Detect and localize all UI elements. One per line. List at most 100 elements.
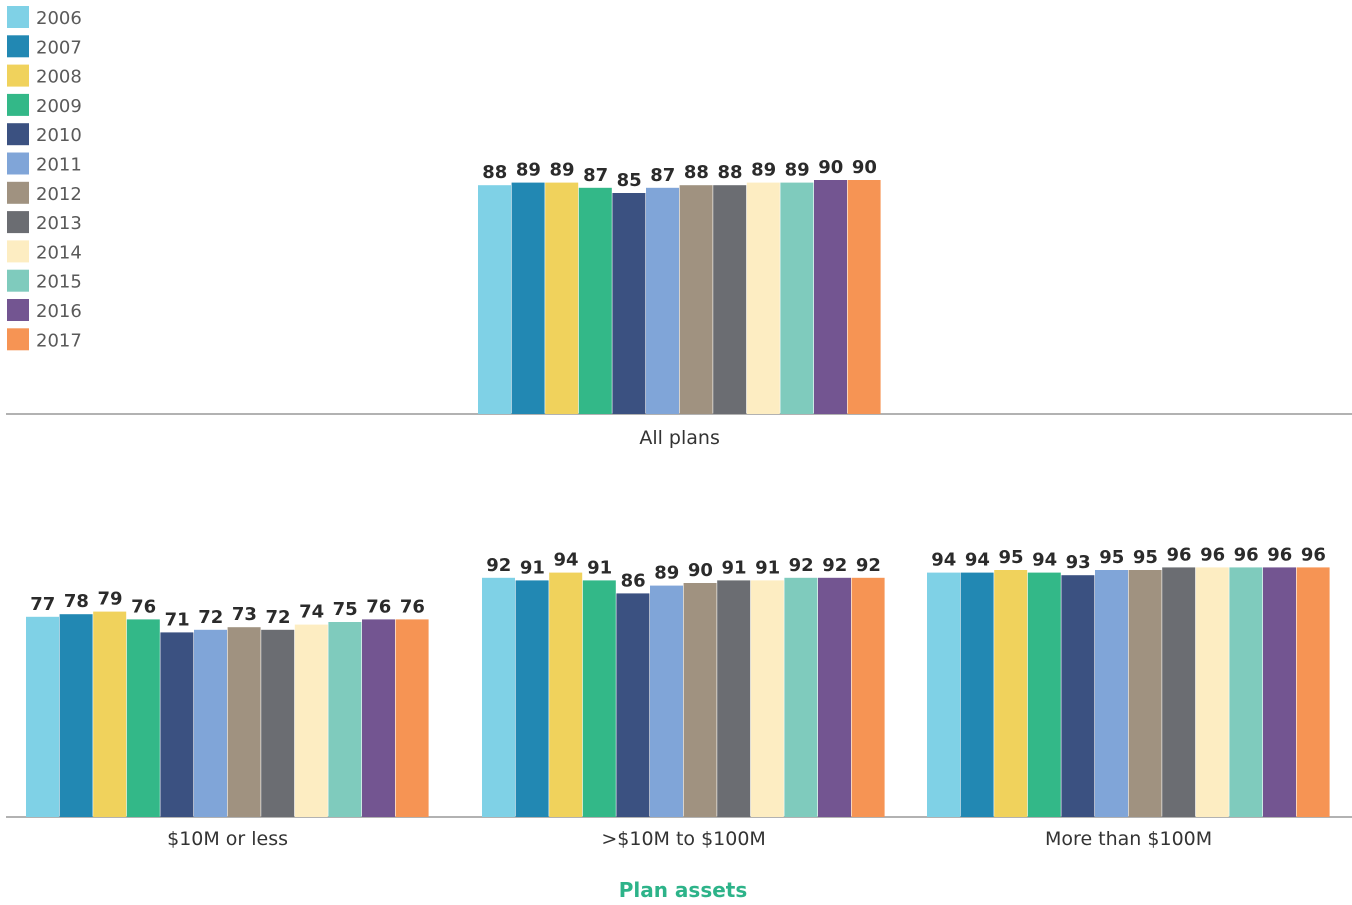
bar [582,580,616,817]
legend-label: 2016 [36,301,82,322]
legend-label: 2007 [36,37,82,58]
legend-label: 2009 [36,96,82,117]
legend-swatch [7,211,29,234]
legend-label: 2006 [36,8,82,29]
bar [851,577,885,817]
bar [927,572,960,817]
data-label: 92 [789,555,814,576]
legend-label: 2014 [36,242,82,263]
bar-group: 92 91 94 91 86 89 90 91 91 92 92 92 >$10M to $100M [482,550,885,850]
bar-group: 94 94 95 94 93 95 95 96 96 96 96 96 More than $100M [927,544,1330,850]
bar [612,193,646,414]
data-label: 96 [1234,544,1259,565]
bar [1296,567,1330,817]
bar [1263,567,1296,817]
legend-swatch [7,299,29,321]
data-label: 87 [650,165,675,186]
data-label: 96 [1301,544,1326,565]
bar [1095,570,1128,817]
data-label: 96 [1267,544,1292,565]
data-label: 89 [549,160,574,181]
bar [1162,567,1196,817]
data-label: 94 [1032,550,1057,571]
legend-swatch [7,93,29,116]
data-label: 78 [64,591,89,612]
data-label: 86 [621,570,646,591]
legend-swatch [7,123,29,146]
legend-swatch [7,181,29,204]
data-label: 92 [856,555,881,576]
data-label: 89 [654,563,679,584]
bar [1061,575,1095,817]
bar [93,611,127,817]
bar [478,185,511,414]
data-label: 95 [1133,547,1158,568]
bar [160,632,194,817]
bar [328,622,362,817]
category-label: More than $100M [1045,828,1212,850]
bar [511,182,545,414]
bar [26,616,59,817]
data-label: 91 [755,557,780,578]
data-label: 90 [852,157,877,178]
bar [578,187,612,414]
legend-item: 2010 [7,123,82,146]
bar [717,580,751,817]
data-label: 95 [998,547,1023,568]
legend-label: 2008 [36,67,82,88]
data-label: 96 [1166,544,1191,565]
bar [545,182,579,414]
bar [482,577,515,817]
bar [294,624,328,817]
data-label: 89 [751,160,776,181]
data-label: 72 [198,607,223,628]
legend-label: 2011 [36,155,82,176]
bar [59,614,93,817]
bar [994,570,1028,817]
data-label: 93 [1066,552,1091,573]
bar [679,185,713,414]
legend-swatch [7,269,29,292]
data-label: 92 [822,555,847,576]
legend-item: 2012 [7,181,82,205]
data-label: 88 [717,162,742,183]
bar-group: 88 89 89 87 85 87 88 88 89 89 90 90 All plans [478,157,881,449]
legend-item: 2016 [7,299,82,322]
data-label: 90 [818,157,843,178]
legend-swatch [7,6,29,28]
bar [1229,567,1263,817]
bar [1195,567,1229,817]
category-label: All plans [639,427,720,449]
data-label: 87 [583,165,608,186]
legend-item: 2008 [7,64,82,88]
legend-swatch [7,152,29,175]
chart-panel-plan-assets: 77 78 79 76 71 72 73 72 74 75 76 76 $10M or less 92 91… [6,544,1352,850]
bar [814,180,847,414]
legend-label: 2015 [36,272,82,293]
legend-item: 2009 [7,93,82,117]
data-label: 74 [299,602,324,623]
bar [362,619,395,817]
data-label: 85 [617,170,642,191]
bar [616,593,650,817]
legend-item: 2015 [7,269,82,293]
bar [646,187,679,414]
legend: 2006 2007 2008 2009 2010 2011 2012 2013 2014 2015… [7,6,82,351]
chart-panel-all-plans: 88 89 89 87 85 87 88 88 89 89 90 90 All plans [6,157,1352,449]
legend-item: 2014 [7,240,82,263]
bar [750,580,784,817]
legend-item: 2006 [7,6,82,29]
bar-group: 77 78 79 76 71 72 73 72 74 75 76 76 $10M or less [26,589,429,850]
bar [683,583,717,817]
data-label: 91 [587,557,612,578]
bar [549,572,583,817]
data-label: 94 [931,550,956,571]
bar [650,585,683,817]
legend-swatch [7,64,29,87]
data-label: 75 [333,599,358,620]
bar [1027,572,1061,817]
data-label: 76 [400,596,425,617]
data-label: 77 [30,594,55,615]
bar [713,185,747,414]
